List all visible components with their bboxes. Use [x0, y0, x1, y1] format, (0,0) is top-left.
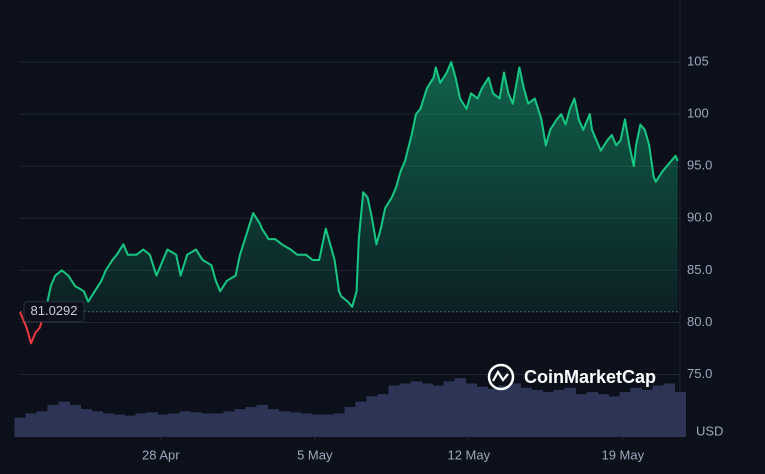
volume-bar: [564, 387, 576, 437]
volume-bar: [608, 396, 620, 437]
volume-bar: [333, 413, 345, 437]
y-unit: USD: [696, 423, 723, 438]
volume-bar: [586, 392, 598, 437]
volume-bar: [25, 413, 37, 437]
volume-bar: [399, 383, 411, 437]
volume-bar: [102, 413, 114, 437]
volume-bar: [289, 412, 301, 437]
volume-bar: [278, 411, 290, 437]
price-line: [19, 61, 679, 345]
volume-bar: [69, 404, 81, 437]
volume-bar: [47, 404, 59, 437]
watermark: CoinMarketCap: [524, 367, 656, 387]
volume-bar: [377, 394, 389, 437]
volume-bar: [300, 413, 312, 437]
volume-bar: [58, 401, 70, 437]
volume-bar: [531, 389, 543, 437]
volume-bar: [553, 389, 565, 437]
volume-bar: [80, 409, 92, 437]
volume-bar: [36, 411, 48, 437]
volume-bar: [322, 414, 334, 437]
volume-bar: [135, 413, 147, 437]
x-tick-label: 5 May: [297, 447, 333, 462]
y-tick-label: 80.0: [687, 314, 712, 329]
volume-bar: [410, 381, 422, 437]
volume-bar: [311, 414, 323, 437]
volume-bar: [212, 413, 224, 437]
volume-bar: [168, 413, 180, 437]
volume-bar: [630, 387, 642, 437]
volume-bar: [157, 414, 169, 437]
volume-bar: [124, 415, 136, 437]
y-tick-label: 100: [687, 106, 709, 121]
volume-bar: [146, 412, 158, 437]
y-tick-label: 85.0: [687, 262, 712, 277]
watermark-logo: [487, 363, 515, 391]
volume-bar: [267, 409, 279, 437]
volume-bar: [454, 378, 466, 437]
volume-bar: [234, 409, 246, 437]
volume-bar: [91, 411, 103, 437]
y-tick-label: 90.0: [687, 210, 712, 225]
volume-bar: [476, 386, 488, 437]
volume-bar: [344, 407, 356, 437]
volume-bar: [432, 385, 444, 437]
volume-bar: [190, 412, 202, 437]
x-tick-label: 12 May: [447, 447, 490, 462]
volume-bar: [179, 411, 191, 437]
volume-bar: [201, 413, 213, 437]
volume-bar: [113, 414, 125, 437]
volume-bar: [245, 407, 257, 437]
volume-bar: [498, 385, 510, 437]
volume-bar: [14, 417, 26, 437]
y-tick-label: 95.0: [687, 158, 712, 173]
volume-bar: [509, 383, 521, 437]
volume-bar: [366, 396, 378, 437]
volume-bar: [443, 381, 455, 437]
volume-bar: [619, 392, 631, 437]
volume-bar: [674, 392, 686, 437]
volume-bar: [355, 401, 367, 437]
volume-bar: [388, 385, 400, 437]
volume-bar: [641, 389, 653, 437]
x-tick-label: 19 May: [601, 447, 644, 462]
volume-bar: [465, 383, 477, 437]
volume-bar: [597, 394, 609, 437]
volume-bar: [256, 404, 268, 437]
x-tick-label: 28 Apr: [142, 447, 180, 462]
baseline-label: 81.0292: [31, 303, 78, 318]
volume-bar: [575, 394, 587, 437]
y-tick-label: 105: [687, 54, 709, 69]
volume-bar: [652, 385, 664, 437]
volume-bar: [663, 383, 675, 437]
y-tick-label: 75.0: [687, 366, 712, 381]
volume-bar: [487, 388, 499, 437]
volume-bar: [223, 411, 235, 437]
volume-bar: [542, 392, 554, 437]
baseline-label-box: [23, 301, 85, 323]
volume-bar: [520, 387, 532, 437]
volume-bar: [421, 383, 433, 437]
price-area: [20, 62, 678, 312]
